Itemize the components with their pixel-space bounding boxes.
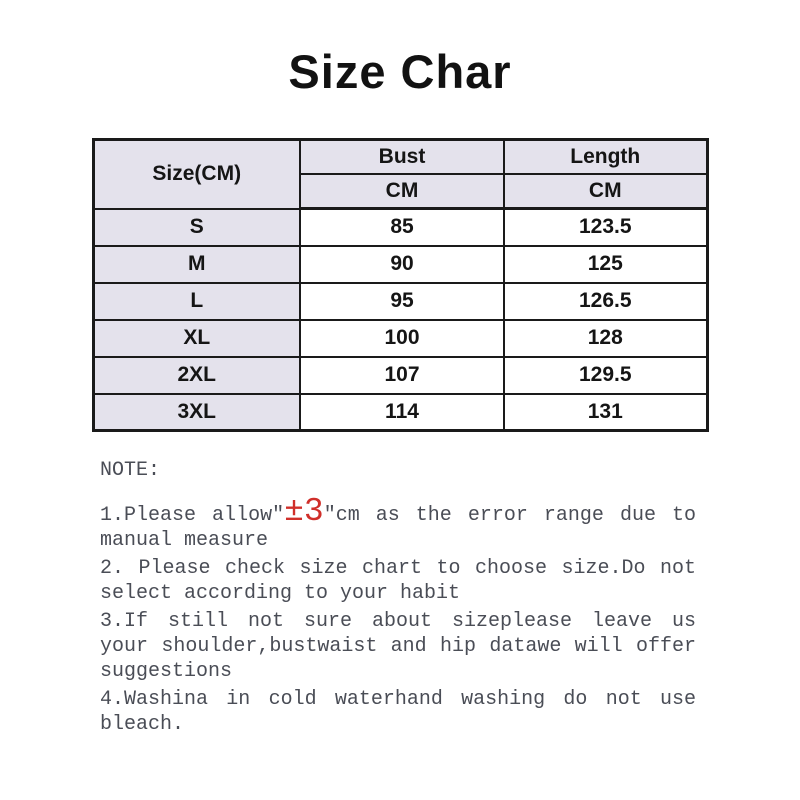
header-size-cm: Size(CM) xyxy=(92,138,301,210)
length-cell: 128 xyxy=(503,318,708,358)
table-row: 2XL 107 129.5 xyxy=(92,355,708,395)
size-cell: XL xyxy=(92,318,301,358)
bust-cell: 107 xyxy=(299,355,505,395)
table-row: 3XL 114 131 xyxy=(92,392,708,432)
size-cell: L xyxy=(92,281,301,321)
table-row: XL 100 128 xyxy=(92,318,708,358)
note-1-prefix: 1.Please allow″ xyxy=(100,504,285,527)
size-cell: S xyxy=(92,207,301,247)
size-table: Size(CM) Bust Length CM CM S 85 123.5 M … xyxy=(91,138,709,432)
size-cell: M xyxy=(92,244,301,284)
length-cell: 131 xyxy=(503,392,708,432)
note-item-4: 4.Washina in cold waterhand washing do n… xyxy=(100,688,696,736)
header-bust: Bust xyxy=(299,138,505,175)
length-cell: 126.5 xyxy=(503,281,708,321)
bust-cell: 90 xyxy=(299,244,505,284)
length-cell: 125 xyxy=(503,244,708,284)
note-item-3: 3.If still not sure about sizeplease lea… xyxy=(100,610,696,683)
bust-cell: 114 xyxy=(299,392,505,432)
table-row: S 85 123.5 xyxy=(92,207,708,247)
bust-cell: 95 xyxy=(299,281,505,321)
length-cell: 123.5 xyxy=(503,207,708,247)
table-row: L 95 126.5 xyxy=(92,281,708,321)
bust-cell: 100 xyxy=(299,318,505,358)
notes-section: NOTE: 1.Please allow″±3″cm as the error … xyxy=(100,458,696,737)
note-1-suffix: ″cm as the error range due to manual mea… xyxy=(100,504,696,552)
tolerance-value: ±3 xyxy=(284,493,324,530)
table-row: M 90 125 xyxy=(92,244,708,284)
size-table-header: Size(CM) Bust Length CM CM xyxy=(92,138,708,210)
header-length-unit: CM xyxy=(503,173,708,210)
size-cell: 3XL xyxy=(92,392,301,432)
note-item-2: 2. Please check size chart to choose siz… xyxy=(100,557,696,605)
size-cell: 2XL xyxy=(92,355,301,395)
note-item-1: 1.Please allow″±3″cm as the error range … xyxy=(100,495,696,553)
header-length: Length xyxy=(503,138,708,175)
page-title: Size Char xyxy=(288,45,512,98)
header-bust-unit: CM xyxy=(299,173,505,210)
bust-cell: 85 xyxy=(299,207,505,247)
notes-heading: NOTE: xyxy=(100,459,161,482)
length-cell: 129.5 xyxy=(503,355,708,395)
